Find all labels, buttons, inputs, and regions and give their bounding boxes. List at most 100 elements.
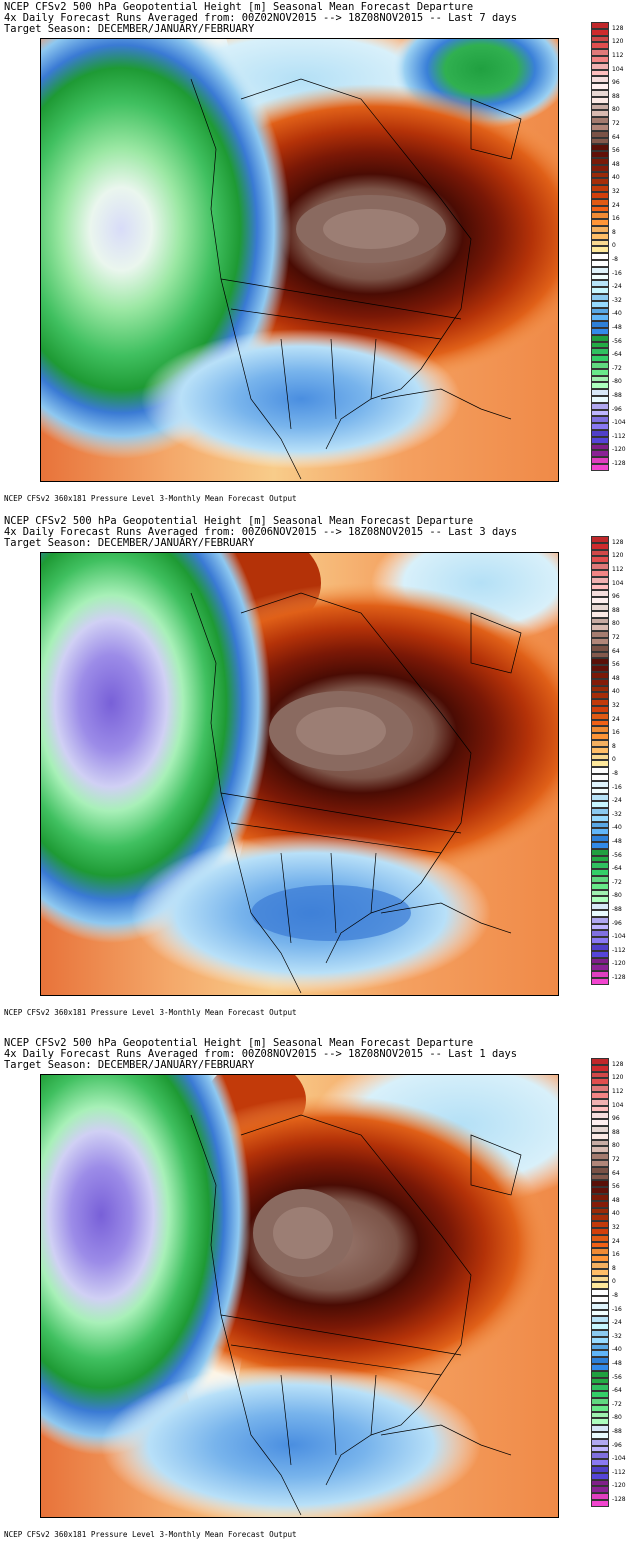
colorbar-swatch xyxy=(591,767,609,774)
colorbar-label: 64 xyxy=(612,647,620,655)
colorbar-swatch xyxy=(591,232,609,240)
colorbar-swatch xyxy=(591,396,609,403)
colorbar-swatch xyxy=(591,1432,609,1439)
colorbar-label: -32 xyxy=(612,1332,622,1340)
colorbar-swatch xyxy=(591,1064,609,1072)
colorbar-swatch xyxy=(591,542,609,550)
colorbar-swatch xyxy=(591,96,609,104)
colorbar-swatch xyxy=(591,1323,609,1330)
colorbar-swatch xyxy=(591,658,609,666)
colorbar-swatch xyxy=(591,246,609,254)
panel-title-line1: NCEP CFSv2 500 hPa Geopotential Height [… xyxy=(4,515,474,527)
colorbar-swatch xyxy=(591,828,609,836)
colorbar-swatch xyxy=(591,430,609,437)
colorbar-swatch xyxy=(591,464,609,471)
colorbar-swatch xyxy=(591,746,609,754)
colorbar-swatch xyxy=(591,266,609,274)
colorbar-swatch xyxy=(591,597,609,604)
colorbar-swatch xyxy=(591,294,609,301)
colorbar-swatch xyxy=(591,896,609,904)
colorbar-swatch xyxy=(591,409,609,417)
colorbar-swatch xyxy=(591,1119,609,1126)
colorbar-swatch xyxy=(591,1350,609,1358)
colorbar-swatch xyxy=(591,69,609,77)
colorbar-swatch xyxy=(591,1228,609,1235)
colorbar-label: -32 xyxy=(612,810,622,818)
colorbar-swatch xyxy=(591,137,609,145)
colorbar-swatch xyxy=(591,760,609,768)
colorbar-label: 80 xyxy=(612,620,620,628)
colorbar-swatch xyxy=(591,307,609,315)
colorbar-label: 88 xyxy=(612,92,620,100)
colorbar-swatch xyxy=(591,1411,609,1419)
colorbar-swatch xyxy=(591,719,609,727)
colorbar-label: -48 xyxy=(612,324,622,331)
colorbar-swatch xyxy=(591,1146,609,1154)
colorbar-label: -128 xyxy=(612,1496,626,1503)
colorbar-swatch xyxy=(591,889,609,897)
colorbar-swatch xyxy=(591,665,609,672)
colorbar-swatch xyxy=(591,733,609,740)
colorbar-swatch xyxy=(591,624,609,632)
colorbar-label: 96 xyxy=(612,79,620,87)
colorbar-swatch xyxy=(591,287,609,294)
coastline-overlay xyxy=(190,592,522,994)
panel-title-line2: 4x Daily Forecast Runs Averaged from: 00… xyxy=(4,12,517,24)
colorbar-swatch xyxy=(591,692,609,700)
colorbar-swatch xyxy=(591,910,609,917)
colorbar-label: 80 xyxy=(612,106,620,114)
colorbar-label: 72 xyxy=(612,1156,620,1163)
colorbar-label: 56 xyxy=(612,1183,620,1191)
colorbar-swatch xyxy=(591,617,609,625)
colorbar-swatch xyxy=(591,1098,609,1106)
colorbar-swatch xyxy=(591,239,609,247)
colorbar-swatch xyxy=(591,1459,609,1466)
colorbar-swatch xyxy=(591,178,609,186)
colorbar-label: -8 xyxy=(612,1292,618,1299)
colorbar-swatch xyxy=(591,1078,609,1086)
colorbar-swatch xyxy=(591,198,609,206)
colorbar-swatch xyxy=(591,903,609,910)
colorbar-label: -56 xyxy=(612,851,622,859)
colorbar-swatch xyxy=(591,1153,609,1160)
colorbar-label: 16 xyxy=(612,1251,620,1259)
forecast-panel-1: NCEP CFSv2 500 hPa Geopotential Height [… xyxy=(0,0,632,512)
panel-footer: NCEP CFSv2 360x181 Pressure Level 3-Mont… xyxy=(4,1530,297,1539)
colorbar-swatch xyxy=(591,726,609,734)
colorbar-swatch xyxy=(591,930,609,938)
colorbar-swatch xyxy=(591,1214,609,1222)
colorbar-swatch xyxy=(591,1173,609,1181)
colorbar-label: -24 xyxy=(612,797,622,805)
colorbar-label: -88 xyxy=(612,392,622,399)
panel-footer: NCEP CFSv2 360x181 Pressure Level 3-Mont… xyxy=(4,1008,297,1017)
colorbar-swatch xyxy=(591,638,609,645)
colorbar-swatch xyxy=(591,1289,609,1296)
colorbar-swatch xyxy=(591,978,609,985)
colorbar-label: 112 xyxy=(612,52,624,59)
colorbar-label: 80 xyxy=(612,1142,620,1150)
colorbar-swatch xyxy=(591,1058,609,1065)
colorbar-swatch xyxy=(591,1187,609,1194)
colorbar-swatch xyxy=(591,699,609,706)
colorbar-swatch xyxy=(591,1479,609,1487)
colorbar-swatch xyxy=(591,1336,609,1344)
colorbar-swatch xyxy=(591,436,609,444)
colorbar-swatch xyxy=(591,1248,609,1256)
colorbar-label: 96 xyxy=(612,1115,620,1123)
colorbar-swatch xyxy=(591,110,609,118)
colorbar-swatch xyxy=(591,117,609,124)
panel-title-line2: 4x Daily Forecast Runs Averaged from: 00… xyxy=(4,1048,517,1060)
colorbar-swatch xyxy=(591,1466,609,1473)
colorbar-swatch xyxy=(591,1357,609,1364)
colorbar-label: 16 xyxy=(612,215,620,223)
colorbar-swatch xyxy=(591,314,609,322)
colorbar-label: 8 xyxy=(612,1264,616,1272)
colorbar-swatch xyxy=(591,1472,609,1480)
colorbar-swatch xyxy=(591,76,609,84)
colorbar-label: 72 xyxy=(612,120,620,127)
colorbar-swatch xyxy=(591,443,609,451)
colorbar-swatch xyxy=(591,389,609,396)
colorbar-swatch xyxy=(591,780,609,788)
colorbar-label: -112 xyxy=(612,1468,626,1476)
coastline-overlay xyxy=(190,1114,522,1516)
